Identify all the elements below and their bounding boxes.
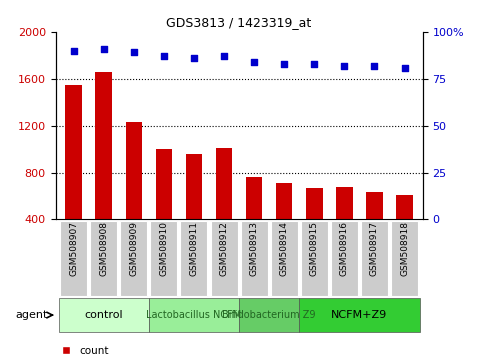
- Point: [100, 46, 108, 52]
- Text: GSM508908: GSM508908: [99, 221, 108, 276]
- FancyBboxPatch shape: [149, 298, 239, 332]
- Bar: [306, 188, 323, 219]
- Point: [250, 59, 258, 65]
- Text: GSM508914: GSM508914: [280, 221, 289, 276]
- Bar: [96, 72, 112, 219]
- Text: GSM508918: GSM508918: [400, 221, 409, 276]
- FancyBboxPatch shape: [301, 221, 328, 296]
- Bar: [366, 192, 383, 219]
- FancyBboxPatch shape: [90, 221, 117, 296]
- Text: GSM508911: GSM508911: [189, 221, 199, 276]
- Text: GSM508907: GSM508907: [69, 221, 78, 276]
- Title: GDS3813 / 1423319_at: GDS3813 / 1423319_at: [167, 16, 312, 29]
- FancyBboxPatch shape: [391, 221, 418, 296]
- FancyBboxPatch shape: [241, 221, 268, 296]
- FancyBboxPatch shape: [150, 221, 177, 296]
- FancyBboxPatch shape: [60, 221, 87, 296]
- Text: GSM508915: GSM508915: [310, 221, 319, 276]
- FancyBboxPatch shape: [361, 221, 388, 296]
- Text: Bifidobacterium Z9: Bifidobacterium Z9: [223, 310, 316, 320]
- FancyBboxPatch shape: [181, 221, 208, 296]
- Bar: [126, 122, 142, 219]
- FancyBboxPatch shape: [299, 298, 420, 332]
- Legend: count, percentile rank within the sample: count, percentile rank within the sample: [56, 342, 259, 354]
- Point: [160, 53, 168, 59]
- FancyBboxPatch shape: [270, 221, 298, 296]
- FancyBboxPatch shape: [58, 298, 149, 332]
- Point: [401, 65, 409, 70]
- Bar: [276, 183, 293, 219]
- Point: [341, 63, 348, 68]
- Point: [130, 50, 138, 55]
- Text: GSM508910: GSM508910: [159, 221, 169, 276]
- Bar: [396, 195, 413, 219]
- Point: [190, 55, 198, 61]
- FancyBboxPatch shape: [120, 221, 147, 296]
- Bar: [185, 154, 202, 219]
- Text: GSM508913: GSM508913: [250, 221, 258, 276]
- FancyBboxPatch shape: [211, 221, 238, 296]
- Bar: [216, 148, 232, 219]
- Point: [311, 61, 318, 67]
- FancyBboxPatch shape: [331, 221, 358, 296]
- Text: agent: agent: [15, 310, 47, 320]
- Text: Lactobacillus NCFM: Lactobacillus NCFM: [146, 310, 242, 320]
- Bar: [336, 187, 353, 219]
- Text: GSM508917: GSM508917: [370, 221, 379, 276]
- Text: control: control: [85, 310, 123, 320]
- Bar: [246, 177, 262, 219]
- Bar: [156, 149, 172, 219]
- Text: GSM508916: GSM508916: [340, 221, 349, 276]
- FancyBboxPatch shape: [239, 298, 299, 332]
- Text: GSM508909: GSM508909: [129, 221, 138, 276]
- Point: [220, 53, 228, 59]
- Point: [280, 61, 288, 67]
- Text: NCFM+Z9: NCFM+Z9: [331, 310, 387, 320]
- Point: [70, 48, 77, 53]
- Point: [370, 63, 378, 68]
- Bar: [65, 85, 82, 219]
- Text: GSM508912: GSM508912: [220, 221, 228, 276]
